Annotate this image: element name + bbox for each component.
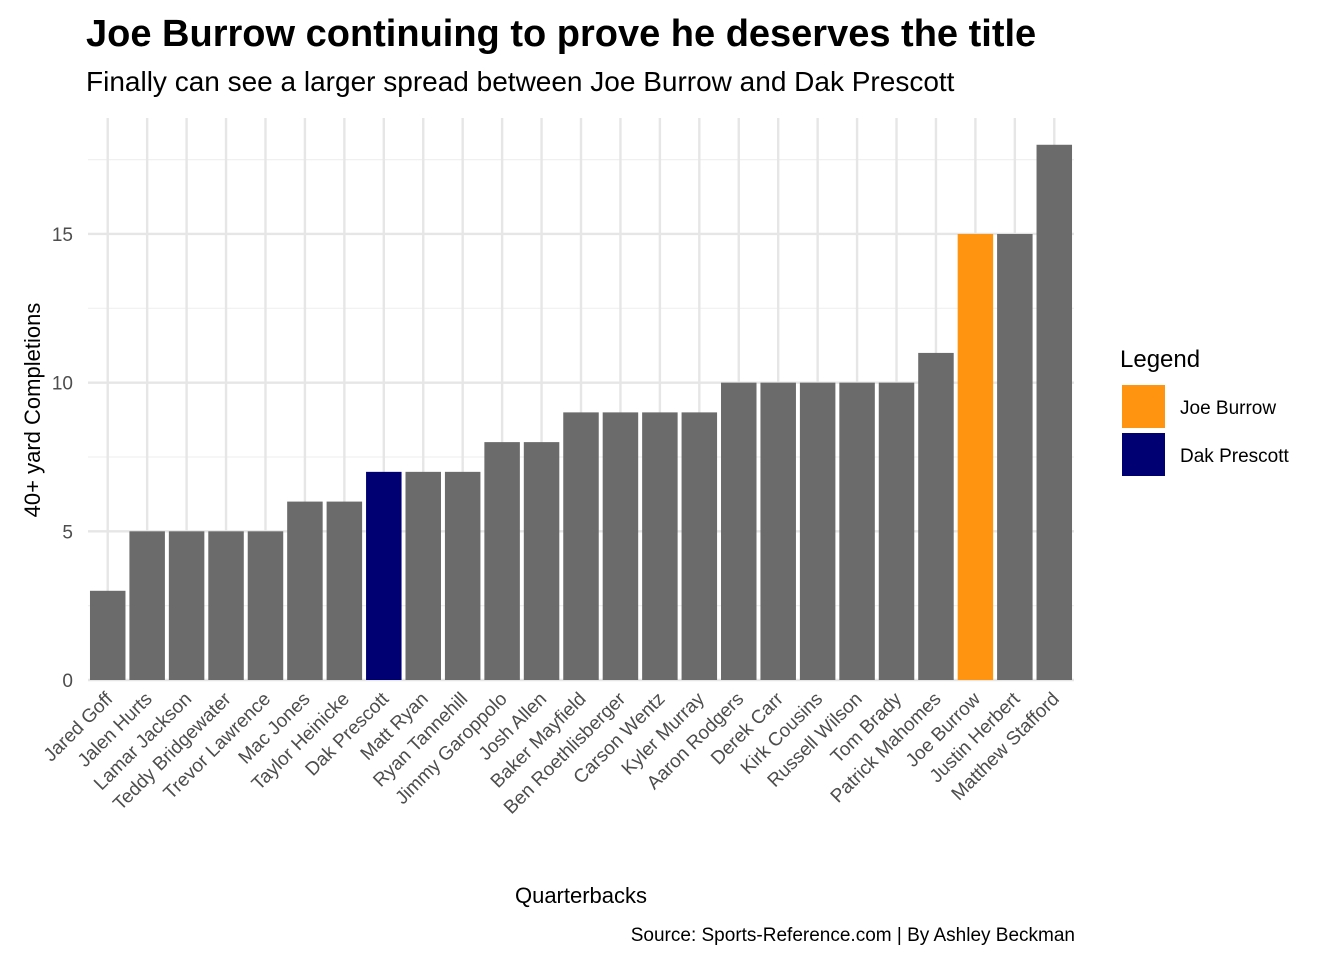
- bar-taylor-heinicke: [326, 501, 363, 680]
- bar-jalen-hurts: [129, 531, 165, 680]
- bar-jimmy-garoppolo: [484, 442, 520, 680]
- bar-tom-brady: [878, 382, 915, 680]
- bar-ben-roethlisberger: [602, 412, 639, 680]
- bar-derek-carr: [760, 382, 796, 680]
- bar-kirk-cousins: [799, 382, 836, 680]
- bar-carson-wentz: [642, 412, 678, 680]
- chart-title: Joe Burrow continuing to prove he deserv…: [86, 13, 1036, 55]
- legend-title: Legend: [1120, 346, 1200, 373]
- bar-ryan-tannehill: [444, 471, 481, 680]
- legend: Legend Joe Burrow Dak Prescott: [1120, 346, 1289, 476]
- bar-patrick-mahomes: [918, 352, 954, 680]
- legend-swatch: [1122, 433, 1165, 476]
- bar-lamar-jackson: [168, 531, 205, 680]
- bar-josh-allen: [523, 442, 560, 680]
- y-axis-ticks: 0 5 10 15: [52, 225, 73, 692]
- legend-swatch: [1122, 385, 1165, 428]
- y-tick-label: 10: [52, 374, 73, 395]
- bar-aaron-rodgers: [721, 382, 757, 680]
- bar-russell-wilson: [839, 382, 875, 680]
- bar-kyler-murray: [681, 412, 718, 680]
- y-tick-label: 5: [62, 522, 73, 543]
- x-axis-title: Quarterbacks: [515, 883, 647, 908]
- y-tick-label: 15: [52, 225, 73, 246]
- y-axis-title: 40+ yard Completions: [20, 303, 45, 518]
- bar-matt-ryan: [405, 471, 441, 680]
- bar-baker-mayfield: [563, 412, 599, 680]
- bar-trevor-lawrence: [247, 531, 284, 680]
- chart-caption: Source: Sports-Reference.com | By Ashley…: [631, 925, 1075, 946]
- bar-teddy-bridgewater: [208, 531, 244, 680]
- legend-items: Joe Burrow Dak Prescott: [1122, 385, 1289, 476]
- bars: [89, 144, 1073, 680]
- bar-matthew-stafford: [1036, 144, 1073, 680]
- bar-jared-goff: [89, 590, 126, 680]
- bar-mac-jones: [287, 501, 323, 680]
- bar-justin-herbert: [997, 233, 1033, 680]
- y-tick-label: 0: [62, 671, 73, 692]
- legend-label: Dak Prescott: [1180, 446, 1289, 467]
- chart-subtitle: Finally can see a larger spread between …: [86, 66, 955, 97]
- bar-dak-prescott: [366, 471, 402, 680]
- legend-label: Joe Burrow: [1180, 398, 1276, 419]
- bar-joe-burrow: [957, 233, 994, 680]
